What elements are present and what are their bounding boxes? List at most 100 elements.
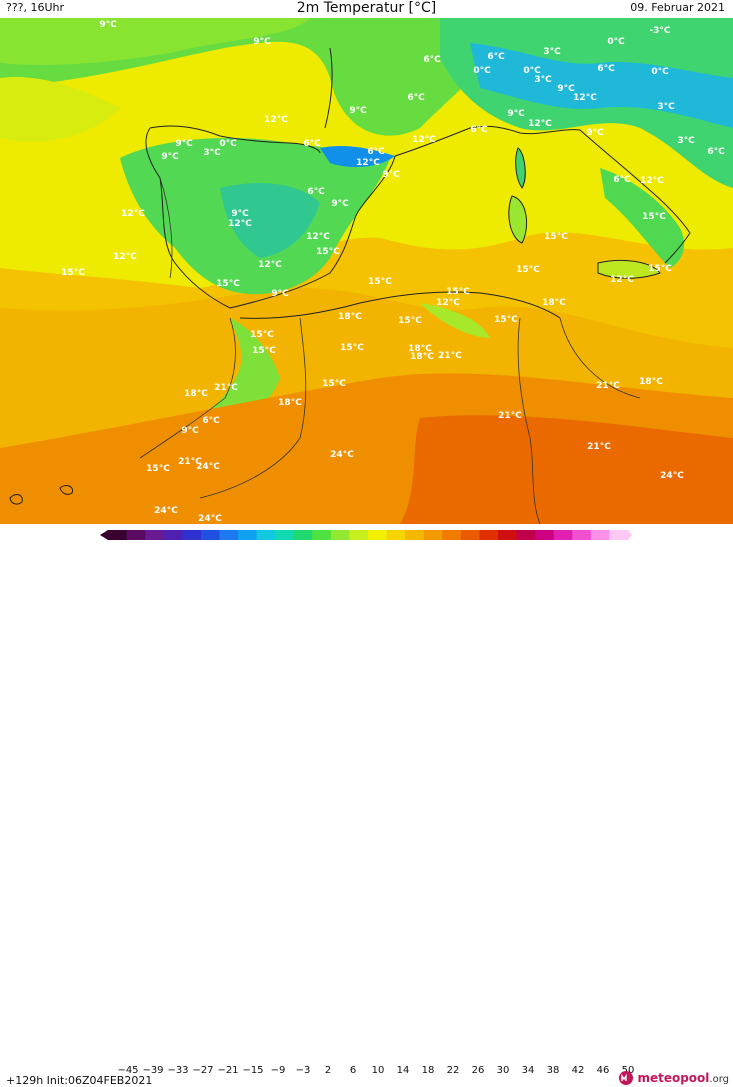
colorbar-segment <box>442 530 462 540</box>
temperature-label: 15°C <box>340 343 364 353</box>
temperature-label: 24°C <box>330 450 354 460</box>
temperature-label: 6°C <box>202 416 220 426</box>
colorbar-tick-label: 38 <box>546 1065 560 1076</box>
temperature-label: 0°C <box>651 67 669 77</box>
temperature-label: 15°C <box>446 287 470 297</box>
temperature-label: 9°C <box>161 152 179 162</box>
temperature-label: 9°C <box>349 106 367 116</box>
temperature-label: 21°C <box>178 457 202 467</box>
map-title: 2m Temperatur [°C] <box>296 0 437 16</box>
colorbar-segment <box>145 530 165 540</box>
temperature-label: 12°C <box>264 115 288 125</box>
temperature-label: 15°C <box>648 264 672 274</box>
temperature-label: 24°C <box>198 514 222 524</box>
colorbar-segment <box>182 530 202 540</box>
temperature-label: 15°C <box>250 330 274 340</box>
colorbar-tick-label: 46 <box>596 1065 610 1076</box>
colorbar-segment <box>535 530 555 540</box>
temperature-label: 12°C <box>258 260 282 270</box>
footer-bar: −45 −39 −33 −27 −21 −15 −9 −3 2 6 10 14 18 22 26 30 34 38… <box>0 524 733 1087</box>
colorbar-ticks: −45 −39 −33 −27 −21 −15 −9 −3 2 6 10 14 18 22 26 30 34 38… <box>108 1065 634 1077</box>
temperature-label: 12°C <box>412 135 436 145</box>
colorbar-max-arrow <box>628 530 632 540</box>
colorbar-segment <box>479 530 499 540</box>
temperature-label: 6°C <box>423 55 441 65</box>
temperature-label: 21°C <box>498 411 522 421</box>
temperature-label: 15°C <box>398 316 422 326</box>
temperature-label: 0°C <box>473 66 491 76</box>
temperature-label: 15°C <box>146 464 170 474</box>
colorbar-tick-label: 18 <box>421 1065 435 1076</box>
temperature-label: 15°C <box>516 265 540 275</box>
colorbar-segment <box>498 530 518 540</box>
colorbar-min-arrow <box>100 530 108 540</box>
temperature-label: 12°C <box>356 158 380 168</box>
temperature-label: 0°C <box>523 66 541 76</box>
temperature-label: 15°C <box>216 279 240 289</box>
temperature-label: 6°C <box>487 52 505 62</box>
temperature-label: 6°C <box>367 147 385 157</box>
meteopool-logo: meteopool.org <box>618 1069 729 1087</box>
temperature-label: 12°C <box>436 298 460 308</box>
temperature-label: 9°C <box>507 109 525 119</box>
meteopool-logo-icon <box>619 1071 634 1085</box>
colorbar-tick-label: −33 <box>167 1065 189 1076</box>
logo-suffix: .org <box>709 1074 729 1085</box>
temperature-label: 9°C <box>99 20 117 30</box>
colorbar-tick-label: 22 <box>446 1065 460 1076</box>
colorbar-tick-label: 26 <box>471 1065 485 1076</box>
temperature-label: 6°C <box>470 125 488 135</box>
temperature-label: 6°C <box>613 175 631 185</box>
temperature-label: 3°C <box>203 148 221 158</box>
colorbar-segment <box>238 530 258 540</box>
temperature-label: 9°C <box>253 37 271 47</box>
temperature-label: 9°C <box>586 128 604 138</box>
colorbar-segment <box>572 530 592 540</box>
colorbar-segment <box>200 530 220 540</box>
temperature-label: 15°C <box>494 315 518 325</box>
temperature-label: 15°C <box>61 268 85 278</box>
temperature-label: 3°C <box>677 136 695 146</box>
colorbar-tick-label: −21 <box>217 1065 239 1076</box>
temperature-label: 21°C <box>438 351 462 361</box>
colorbar-tick-label: −27 <box>192 1065 214 1076</box>
colorbar-tick-label: −9 <box>270 1065 286 1076</box>
temperature-label: 18°C <box>278 398 302 408</box>
colorbar-tick-label: 14 <box>396 1065 410 1076</box>
colorbar-segment <box>386 530 406 540</box>
temperature-label: 24°C <box>154 506 178 516</box>
colorbar-segment <box>330 530 350 540</box>
valid-time: ???, 16Uhr <box>6 1 65 14</box>
colorbar-segment <box>256 530 276 540</box>
temperature-label: 0°C <box>219 139 237 149</box>
colorbar-tick-label: −3 <box>295 1065 311 1076</box>
temperature-label: 12°C <box>610 275 634 285</box>
colorbar-segment <box>368 530 388 540</box>
temperature-label: 9°C <box>382 170 400 180</box>
temperature-label: 18°C <box>338 312 362 322</box>
colorbar-segment <box>516 530 536 540</box>
colorbar-tick-label: 42 <box>571 1065 585 1076</box>
temperature-label: 21°C <box>214 383 238 393</box>
colorbar-tick-label: 10 <box>371 1065 385 1076</box>
logo-text: meteopool <box>637 1071 710 1085</box>
colorbar-segment <box>275 530 295 540</box>
temperature-label: 9°C <box>231 209 249 219</box>
temperature-label: 6°C <box>303 139 321 149</box>
temperature-label: 9°C <box>181 426 199 436</box>
temperature-label: 12°C <box>113 252 137 262</box>
temperature-label: 21°C <box>596 381 620 391</box>
colorbar-segment <box>553 530 573 540</box>
colorbar-segment <box>108 530 128 540</box>
temperature-label: 18°C <box>542 298 566 308</box>
colorbar-segment <box>312 530 332 540</box>
temperature-label: -3°C <box>649 26 670 36</box>
temperature-labels: 9°C9°C6°C3°C0°C-3°C6°C0°C 0°C3°C6°C 0°C6°C… <box>61 20 725 524</box>
temperature-label: 9°C <box>175 139 193 149</box>
colorbar-tick-label: −15 <box>242 1065 264 1076</box>
colorbar-segment <box>293 530 313 540</box>
temperature-label: 6°C <box>407 93 425 103</box>
colorbar-segment <box>349 530 369 540</box>
temperature-label: 15°C <box>544 232 568 242</box>
colorbar-segment <box>163 530 183 540</box>
